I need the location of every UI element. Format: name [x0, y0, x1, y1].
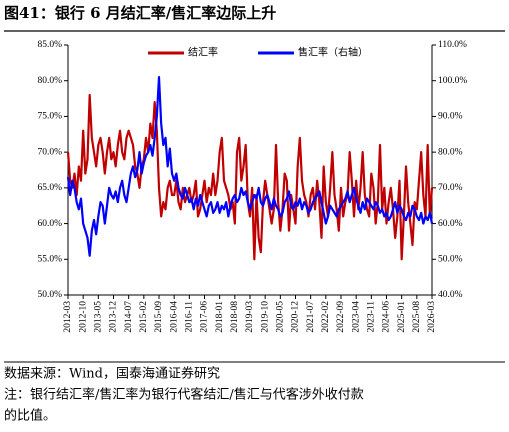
x-tick-label: 2012-03 — [63, 301, 73, 333]
x-tick-label: 2015-02 — [139, 301, 149, 333]
x-tick-label: 2012-10 — [78, 301, 88, 333]
y2-tick-label: 80.0% — [438, 147, 463, 157]
y-tick-label: 55.0% — [37, 254, 62, 264]
x-tick-label: 2013-12 — [109, 301, 119, 333]
y-tick-label: 70.0% — [37, 147, 62, 157]
legend-label: 结汇率 — [188, 46, 218, 59]
x-tick-label: 2013-05 — [94, 301, 104, 333]
y-tick-label: 85.0% — [37, 40, 62, 50]
x-tick-label: 2022-02 — [321, 301, 331, 333]
y2-tick-label: 100.0% — [438, 76, 467, 86]
x-tick-label: 2023-04 — [351, 301, 361, 333]
y2-tick-label: 90.0% — [438, 112, 463, 122]
y-tick-label: 80.0% — [37, 76, 62, 86]
y2-tick-label: 40.0% — [438, 290, 463, 300]
x-tick-label: 2021-07 — [306, 301, 316, 333]
x-tick-label: 2017-06 — [200, 301, 210, 333]
x-tick-label: 2014-07 — [124, 301, 134, 333]
x-tick-label: 2015-09 — [154, 301, 164, 333]
x-tick-label: 2019-10 — [260, 301, 270, 333]
source: 数据来源：Wind，国泰海通证券研究 — [4, 366, 220, 382]
y-tick-label: 60.0% — [37, 219, 62, 229]
x-tick-label: 2025-01 — [397, 301, 407, 333]
x-tick-label: 2023-11 — [367, 301, 377, 333]
x-tick-label: 2020-12 — [291, 301, 301, 333]
y-tick-label: 75.0% — [37, 112, 62, 122]
note: 注：银行结汇率/售汇率为银行代客结汇/售汇与代客涉外收付款 — [4, 387, 364, 403]
y2-tick-label: 60.0% — [438, 219, 463, 229]
x-tick-label: 2018-01 — [215, 301, 225, 333]
x-tick-label: 2016-04 — [169, 301, 179, 333]
x-tick-label: 2018-08 — [230, 301, 240, 333]
series-line — [66, 93, 434, 261]
title: 图41：银行 6 月结汇率/售汇率边际上升 — [4, 4, 276, 22]
x-tick-label: 2024-06 — [382, 301, 392, 333]
note: 的比值。 — [4, 408, 56, 424]
x-tick-label: 2019-03 — [245, 301, 255, 333]
x-tick-label: 2016-11 — [185, 301, 195, 333]
series-line — [66, 76, 434, 257]
y2-tick-label: 110.0% — [438, 40, 467, 50]
legend-label: 售汇率（右轴） — [298, 46, 368, 59]
y-tick-label: 50.0% — [37, 290, 62, 300]
x-tick-label: 2025-08 — [412, 301, 422, 333]
y2-tick-label: 50.0% — [438, 254, 463, 264]
y2-tick-label: 70.0% — [438, 183, 463, 193]
x-tick-label: 2022-09 — [336, 301, 346, 333]
y-tick-label: 65.0% — [37, 183, 62, 193]
x-tick-label: 2026-03 — [427, 301, 437, 333]
x-tick-label: 2020-05 — [276, 301, 286, 333]
